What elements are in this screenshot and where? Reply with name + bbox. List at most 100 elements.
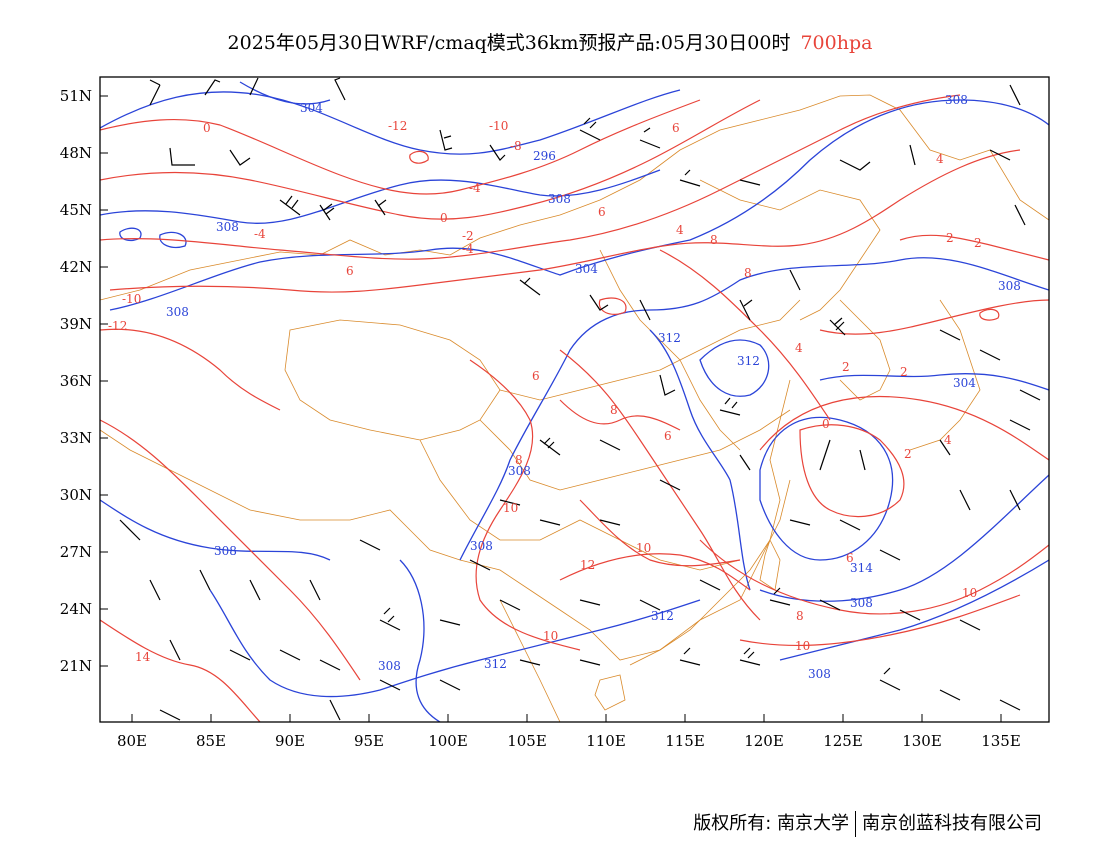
height-label: 314 — [850, 561, 873, 575]
wind-barb — [169, 147, 195, 166]
temperature-contour — [979, 308, 1000, 321]
temperature-label: -10 — [122, 292, 141, 306]
lat-label: 36N — [60, 372, 92, 390]
lon-label: 115E — [665, 732, 705, 750]
lon-label: 95E — [354, 732, 384, 750]
wind-barb — [939, 439, 951, 456]
temperature-contour — [409, 150, 429, 164]
lat-label: 45N — [60, 201, 92, 219]
lat-label: 39N — [60, 315, 92, 333]
temperature-label: 10 — [503, 501, 518, 515]
height-label: 308 — [216, 220, 239, 234]
height-contour — [100, 499, 331, 561]
wind-barb — [169, 639, 181, 661]
temperature-contour-layer — [100, 94, 1049, 722]
height-contour — [119, 227, 142, 242]
height-contour — [399, 559, 441, 722]
wind-barb — [859, 449, 866, 471]
title-text: 2025年05月30日WRF/cmaq模式36km预报产品:05月30日00时 — [227, 32, 791, 54]
temperature-contour — [799, 424, 905, 518]
height-contour — [649, 329, 751, 591]
temperature-label: 14 — [135, 650, 151, 664]
height-label: 308 — [548, 192, 571, 206]
wind-barb — [229, 649, 251, 661]
wind-barb — [1009, 84, 1021, 106]
height-label: 312 — [658, 331, 681, 345]
wind-barb — [359, 539, 381, 551]
province-border — [419, 439, 741, 571]
temperature-label: 8 — [796, 609, 804, 623]
wind-barb — [1019, 389, 1041, 401]
wind-barb — [959, 619, 981, 631]
wind-barb — [979, 349, 1001, 361]
height-contour — [459, 257, 1049, 561]
province-border — [699, 179, 881, 321]
province-border — [599, 249, 741, 451]
wind-barb — [599, 519, 621, 526]
lon-label: 90E — [275, 732, 305, 750]
wind-barb — [909, 144, 916, 166]
height-label: 308 — [850, 596, 873, 610]
wind-barb — [739, 647, 761, 666]
wind-barb — [539, 519, 561, 526]
hainan-coast — [594, 674, 626, 711]
temperature-contour — [699, 539, 1049, 615]
wind-barb — [939, 689, 961, 701]
temperature-label: 8 — [515, 453, 523, 467]
temperature-label: -8 — [510, 139, 522, 153]
height-label: 312 — [484, 657, 507, 671]
height-contour — [100, 169, 661, 224]
copyright-footer: 版权所有: 南京大学 南京创蓝科技有限公司 — [693, 809, 1042, 837]
temperature-label: 10 — [795, 639, 810, 653]
height-contour — [209, 589, 701, 698]
lat-label: 27N — [60, 543, 92, 561]
china-coast — [629, 379, 791, 666]
wind-barb — [599, 439, 621, 451]
china-border — [100, 429, 791, 661]
boundary-layer — [100, 94, 1049, 722]
temperature-contour — [659, 249, 831, 421]
temperature-label: 2 — [974, 236, 982, 250]
wind-barb — [149, 79, 161, 106]
wind-barb — [739, 179, 761, 186]
lon-label: 100E — [428, 732, 468, 750]
wind-barb — [939, 329, 961, 341]
height-label: 312 — [737, 354, 760, 368]
wind-barb — [819, 439, 831, 471]
wind-barb — [309, 579, 321, 601]
temperature-contour — [739, 594, 1021, 647]
wind-barb — [679, 169, 701, 187]
height-label: 312 — [651, 609, 674, 623]
wind-barb — [959, 489, 971, 511]
temperature-label-layer: 0 -12 -10 -8 -4 0 -2 -4 -4 4 6 6 -10 -12… — [108, 119, 982, 664]
temperature-label: 6 — [532, 369, 540, 383]
temperature-contour — [469, 359, 581, 651]
wind-barb — [319, 659, 341, 671]
wind-barb — [279, 649, 301, 661]
temperature-label: 4 — [795, 341, 803, 355]
temperature-contour — [559, 399, 681, 431]
height-contour — [100, 89, 681, 155]
temperature-contour — [559, 553, 751, 591]
height-label: 304 — [575, 262, 598, 276]
lon-label: 130E — [902, 732, 942, 750]
temperature-contour — [819, 299, 1049, 335]
wind-barb — [839, 159, 871, 171]
pressure-level: 700hpa — [800, 32, 873, 54]
province-border — [499, 299, 801, 401]
temperature-contour — [100, 99, 761, 220]
wind-barb — [159, 709, 181, 721]
temperature-contour — [100, 99, 701, 195]
wind-barb — [659, 374, 676, 396]
wind-barb — [579, 117, 601, 141]
footer-divider — [855, 811, 856, 837]
wind-barb — [829, 317, 846, 336]
wind-barb — [249, 77, 259, 96]
temperature-contour — [899, 234, 1049, 261]
temperature-label: 0 — [822, 417, 830, 431]
temperature-label: 4 — [936, 152, 944, 166]
wind-barb — [519, 277, 541, 296]
height-label: 304 — [300, 101, 323, 115]
height-label: 308 — [998, 279, 1021, 293]
wind-barb — [329, 699, 341, 721]
